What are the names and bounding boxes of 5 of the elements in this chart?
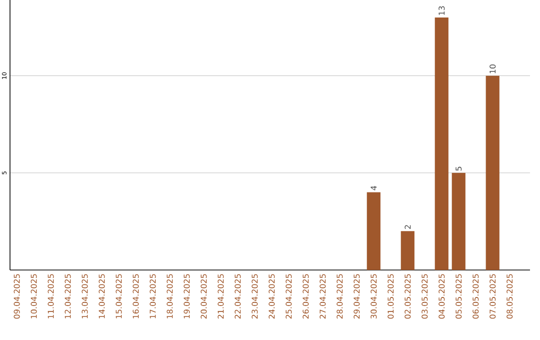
bar [452,172,466,270]
bar [486,76,500,270]
bar [400,231,414,270]
bar [366,192,380,270]
bar [434,17,448,270]
